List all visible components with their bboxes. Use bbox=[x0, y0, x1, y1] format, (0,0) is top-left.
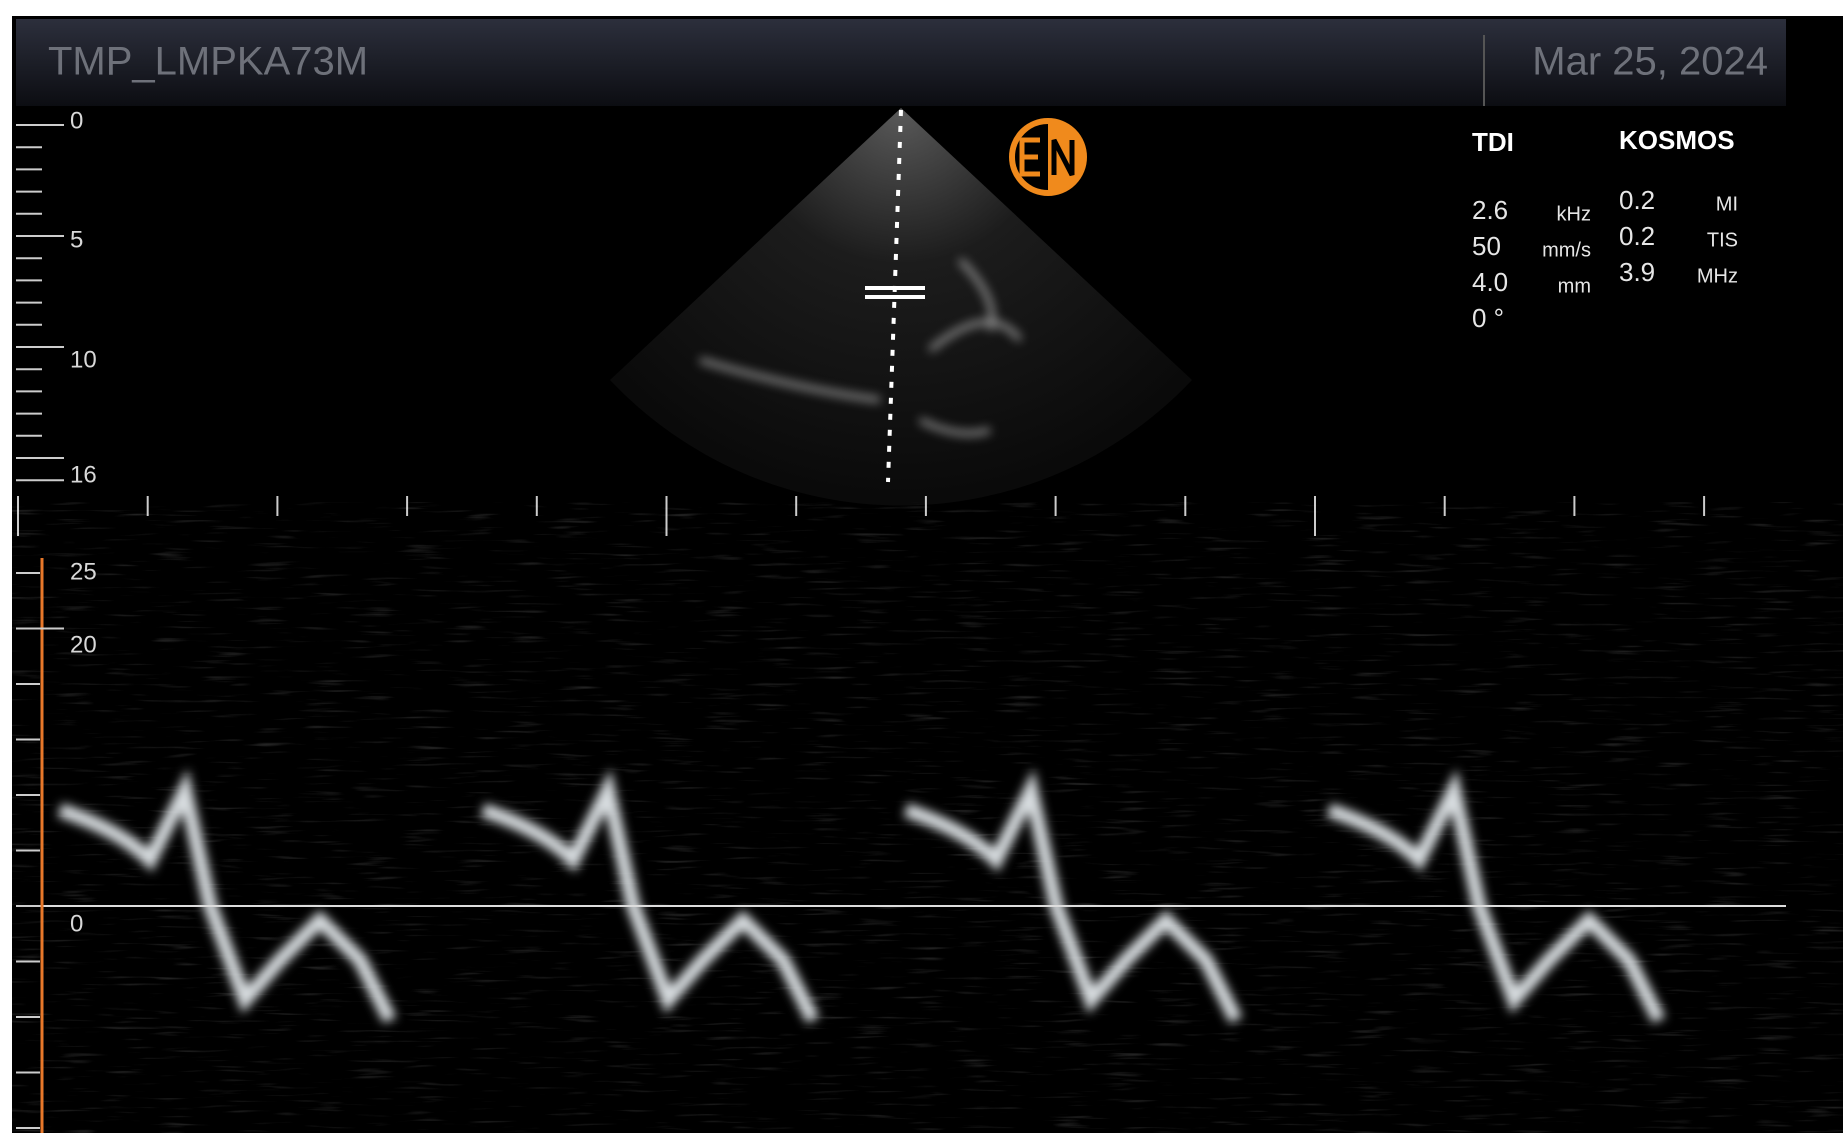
param-value: 50 bbox=[1472, 231, 1501, 261]
depth-label: 0 bbox=[70, 107, 83, 134]
mode-label: TDI bbox=[1472, 127, 1514, 157]
param-value: 3.9 bbox=[1619, 257, 1655, 287]
doppler-speckle bbox=[16, 558, 1786, 1118]
param-unit: MHz bbox=[1697, 265, 1738, 287]
param-unit: kHz bbox=[1557, 203, 1591, 225]
velocity-label: 0 bbox=[70, 910, 83, 937]
param-value: 0 ° bbox=[1472, 303, 1504, 333]
param-value: 0.2 bbox=[1619, 185, 1655, 215]
ultrasound-screen: TMP_LMPKA73M Mar 25, 2024 TDI KOSMOS 2.6… bbox=[12, 16, 1843, 1133]
depth-label: 5 bbox=[70, 226, 83, 253]
body: {"header": {"patient_id": "TMP_LMPKA73M"… bbox=[0, 0, 1843, 1133]
velocity-label: 20 bbox=[70, 631, 97, 658]
depth-label: 16 bbox=[70, 461, 97, 488]
param-value: 0.2 bbox=[1619, 221, 1655, 251]
param-value: 2.6 bbox=[1472, 195, 1508, 225]
exam-date: Mar 25, 2024 bbox=[1532, 40, 1768, 84]
page: Ultrasound TDI view html, body { margin:… bbox=[0, 0, 1843, 1133]
parameter-list: 2.6 kHz 50 mm/s 4.0 mm 0 ° 0.2 MI 0.2 TIS 3.9 MHz bbox=[1472, 185, 1738, 333]
param-value: 4.0 bbox=[1472, 267, 1508, 297]
depth-label: 10 bbox=[70, 346, 97, 373]
ultrasound-view: TMP_LMPKA73M Mar 25, 2024 TDI KOSMOS 2.6… bbox=[12, 16, 1843, 1133]
velocity-label: 25 bbox=[70, 558, 97, 585]
param-unit: mm bbox=[1558, 275, 1591, 297]
device-label: KOSMOS bbox=[1619, 125, 1735, 155]
param-unit: MI bbox=[1716, 193, 1738, 215]
depth-scale: 0 5 10 16 bbox=[16, 107, 97, 488]
param-unit: mm/s bbox=[1542, 239, 1591, 261]
param-unit: TIS bbox=[1707, 229, 1738, 251]
patient-id: TMP_LMPKA73M bbox=[48, 40, 368, 84]
b-mode-sector bbox=[610, 108, 1192, 506]
logo bbox=[1012, 121, 1084, 193]
